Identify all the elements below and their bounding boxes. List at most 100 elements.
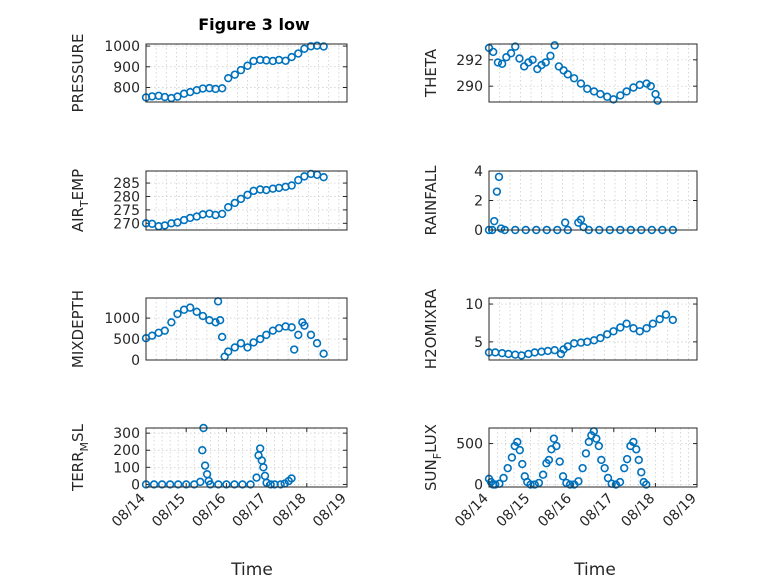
data-point (257, 456, 266, 465)
y-axis-label: RAINFALL (422, 165, 440, 236)
data-point (592, 434, 601, 443)
data-point (224, 203, 233, 212)
y-tick-label: 1000 (104, 311, 140, 327)
data-point (198, 311, 208, 321)
subplot-1: 800 900 1000 PRESSURE (69, 34, 348, 112)
data-point (167, 318, 176, 327)
data-point (149, 480, 159, 489)
data-point (646, 81, 655, 91)
data-point (198, 446, 207, 455)
data-point (230, 198, 240, 208)
axes-box (488, 427, 698, 488)
data-point (563, 70, 572, 79)
data-point (515, 54, 524, 63)
subplot-5: 0 500 1000 MIXDEPTH (69, 290, 348, 369)
data-point (236, 339, 246, 348)
data-point (653, 96, 662, 105)
data-point (196, 477, 205, 487)
data-point (576, 79, 586, 88)
data-point (559, 66, 568, 75)
data-point (629, 437, 638, 447)
data-point (243, 190, 252, 200)
data-point (513, 437, 522, 447)
y-tick-label: 300 (113, 426, 140, 442)
data-point (651, 89, 660, 99)
data-point (165, 480, 175, 489)
data-point (506, 49, 516, 58)
data-point (544, 455, 554, 465)
data-point (236, 194, 246, 204)
data-point (530, 480, 539, 489)
data-point (236, 65, 246, 75)
data-point (300, 321, 309, 330)
data-point (287, 323, 296, 332)
data-point (546, 51, 555, 61)
data-point (319, 172, 328, 182)
data-point (541, 58, 550, 67)
x-axis-label-right: Time (573, 560, 616, 580)
data-point (294, 330, 303, 340)
data-point (558, 472, 568, 481)
data-point (230, 343, 240, 352)
data-point (611, 480, 621, 489)
subplot-6: 5 10 H2OMIXRA (422, 288, 698, 369)
y-tick-label: 275 (113, 203, 140, 219)
data-point (319, 349, 328, 358)
data-point (503, 463, 512, 473)
axes-box (145, 43, 348, 103)
axes-box (488, 170, 698, 231)
y-tick-label: 10 (465, 297, 483, 313)
data-point (550, 345, 559, 355)
data-point (230, 480, 239, 489)
data-point (312, 339, 322, 348)
data-point (287, 181, 296, 190)
data-point (217, 84, 227, 93)
x-tick-label: 08/18 (270, 491, 310, 531)
data-point (182, 480, 191, 489)
data-point (583, 84, 592, 94)
subplot-2: 290 292 THETA (422, 41, 698, 105)
data-point (274, 323, 284, 333)
data-point (491, 480, 500, 489)
axes-box (488, 43, 698, 103)
data-point (294, 49, 303, 58)
data-point (526, 480, 535, 489)
data-point (215, 316, 225, 325)
x-tick-label: 08/16 (535, 490, 575, 530)
data-point (281, 56, 290, 65)
data-point (217, 332, 227, 342)
data-point (519, 62, 529, 71)
data-point (619, 463, 629, 473)
figure-title: Figure 3 low (198, 15, 310, 34)
data-point (578, 463, 587, 473)
data-point (224, 347, 233, 356)
data-point (538, 470, 548, 479)
data-point (497, 59, 507, 68)
data-point (290, 345, 299, 354)
data-point (206, 480, 215, 489)
y-tick-label: 0 (474, 478, 483, 494)
y-tick-label: 800 (113, 81, 140, 97)
data-point (600, 463, 609, 473)
data-point (560, 218, 570, 227)
axes-box (145, 170, 348, 231)
y-tick-label: 0 (131, 477, 140, 493)
data-point (549, 434, 559, 443)
y-tick-label: 285 (113, 176, 140, 192)
y-tick-label: 900 (113, 60, 140, 76)
data-point (173, 92, 182, 101)
data-point (230, 70, 240, 79)
data-point (634, 455, 643, 465)
x-tick-label: 08/15 (149, 491, 189, 531)
data-point (217, 209, 227, 219)
y-tick-label: 0 (474, 223, 483, 239)
data-point (518, 459, 527, 469)
data-point (552, 441, 561, 451)
data-point (490, 216, 499, 226)
y-tick-label: 200 (113, 443, 140, 459)
data-point (249, 186, 258, 196)
data-point (534, 478, 544, 488)
